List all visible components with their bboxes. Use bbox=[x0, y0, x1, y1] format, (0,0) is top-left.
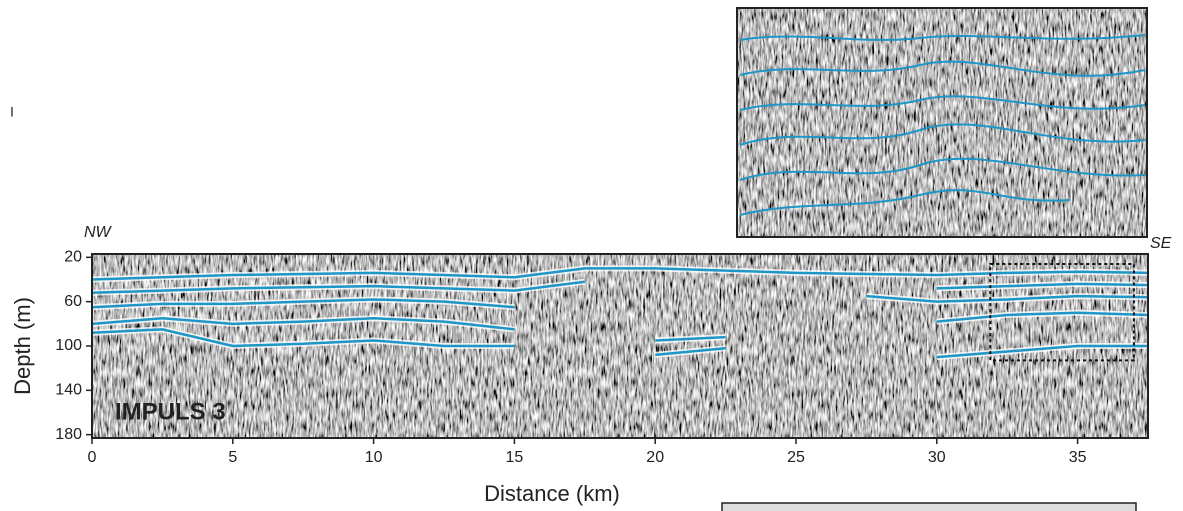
horizon bbox=[91, 294, 1149, 309]
horizon bbox=[91, 328, 1148, 359]
horizon bbox=[91, 311, 1149, 342]
x-tick-label: 10 bbox=[365, 449, 383, 466]
y-tick-label: 140 bbox=[55, 382, 82, 399]
profile-name: IMPULS 3 bbox=[115, 398, 226, 425]
x-tick-label: 0 bbox=[88, 449, 97, 466]
y-tick-label: 100 bbox=[55, 337, 82, 354]
x-tick-label: 35 bbox=[1069, 449, 1087, 466]
x-axis-title: Distance (km) bbox=[484, 481, 620, 506]
y-tick-label: 20 bbox=[64, 249, 82, 266]
y-tick-label: 180 bbox=[55, 426, 82, 443]
inset-horizons bbox=[739, 34, 1146, 216]
stray-mark: I bbox=[10, 104, 14, 120]
left-label: NW bbox=[84, 224, 113, 241]
x-tick-label: 30 bbox=[928, 449, 946, 466]
lower-inset-frame bbox=[721, 502, 1137, 511]
horizon bbox=[91, 267, 1149, 281]
horizon bbox=[91, 280, 1149, 295]
inset-texture bbox=[737, 8, 1147, 237]
x-tick-label: 20 bbox=[646, 449, 664, 466]
x-tick-label: 25 bbox=[787, 449, 805, 466]
x-tick-label: 15 bbox=[506, 449, 524, 466]
plot bbox=[91, 262, 1149, 362]
right-label: SE bbox=[1150, 235, 1172, 252]
y-tick-label: 60 bbox=[64, 293, 82, 310]
x-tick-label: 5 bbox=[228, 449, 237, 466]
y-axis-title: Depth (m) bbox=[10, 297, 35, 395]
inset-frame bbox=[736, 7, 1148, 238]
